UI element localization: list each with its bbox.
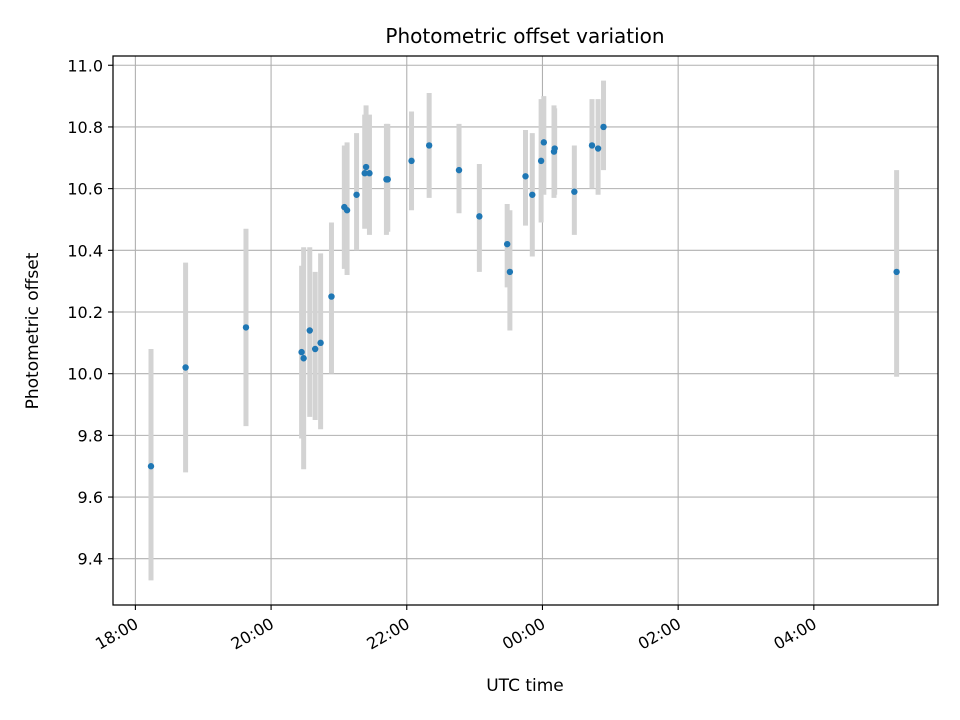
y-tick-label: 9.4 [78, 550, 103, 569]
y-tick-label: 10.4 [67, 241, 103, 260]
data-point [537, 157, 545, 165]
data-point [522, 173, 529, 180]
y-tick-label: 10.8 [67, 118, 103, 137]
data-point [317, 339, 324, 347]
data-points [147, 123, 900, 470]
y-axis-label: Photometric offset [23, 252, 43, 409]
data-point [328, 293, 335, 300]
data-point [343, 207, 351, 214]
y-tick-label: 11.0 [67, 56, 103, 75]
data-point [529, 191, 536, 198]
data-point [893, 268, 900, 276]
data-point [540, 139, 548, 146]
data-point [600, 123, 607, 131]
data-point [571, 188, 578, 195]
y-tick-label: 10.0 [67, 365, 103, 384]
data-point [311, 345, 319, 353]
data-point [242, 324, 250, 331]
data-point [306, 327, 313, 334]
data-point [594, 145, 602, 152]
data-point [425, 142, 433, 149]
data-point [361, 170, 368, 177]
data-point [366, 170, 373, 177]
y-tick-label: 9.8 [78, 426, 103, 445]
data-point [476, 213, 483, 220]
data-point [506, 268, 514, 276]
x-axis-label: UTC time [486, 676, 564, 696]
y-tick-label: 10.2 [67, 303, 103, 322]
data-point [298, 348, 305, 356]
data-point [455, 166, 463, 174]
data-point [362, 163, 370, 171]
data-point [353, 191, 360, 198]
data-point [384, 176, 391, 183]
plot-frame [112, 55, 939, 606]
y-tick-label: 10.6 [67, 180, 103, 199]
data-point [300, 355, 307, 362]
y-tick-label: 9.6 [78, 488, 103, 507]
data-point [551, 145, 558, 152]
y-axis-ticks: 9.4 9.6 9.8 10.0 10.2 10.4 10.6 10.8 11.0 [67, 56, 113, 569]
chart-title: Photometric offset variation [385, 24, 664, 48]
data-point [182, 364, 189, 371]
data-point [408, 157, 415, 165]
data-point [147, 463, 155, 470]
data-point [503, 240, 511, 248]
data-point [588, 142, 596, 149]
